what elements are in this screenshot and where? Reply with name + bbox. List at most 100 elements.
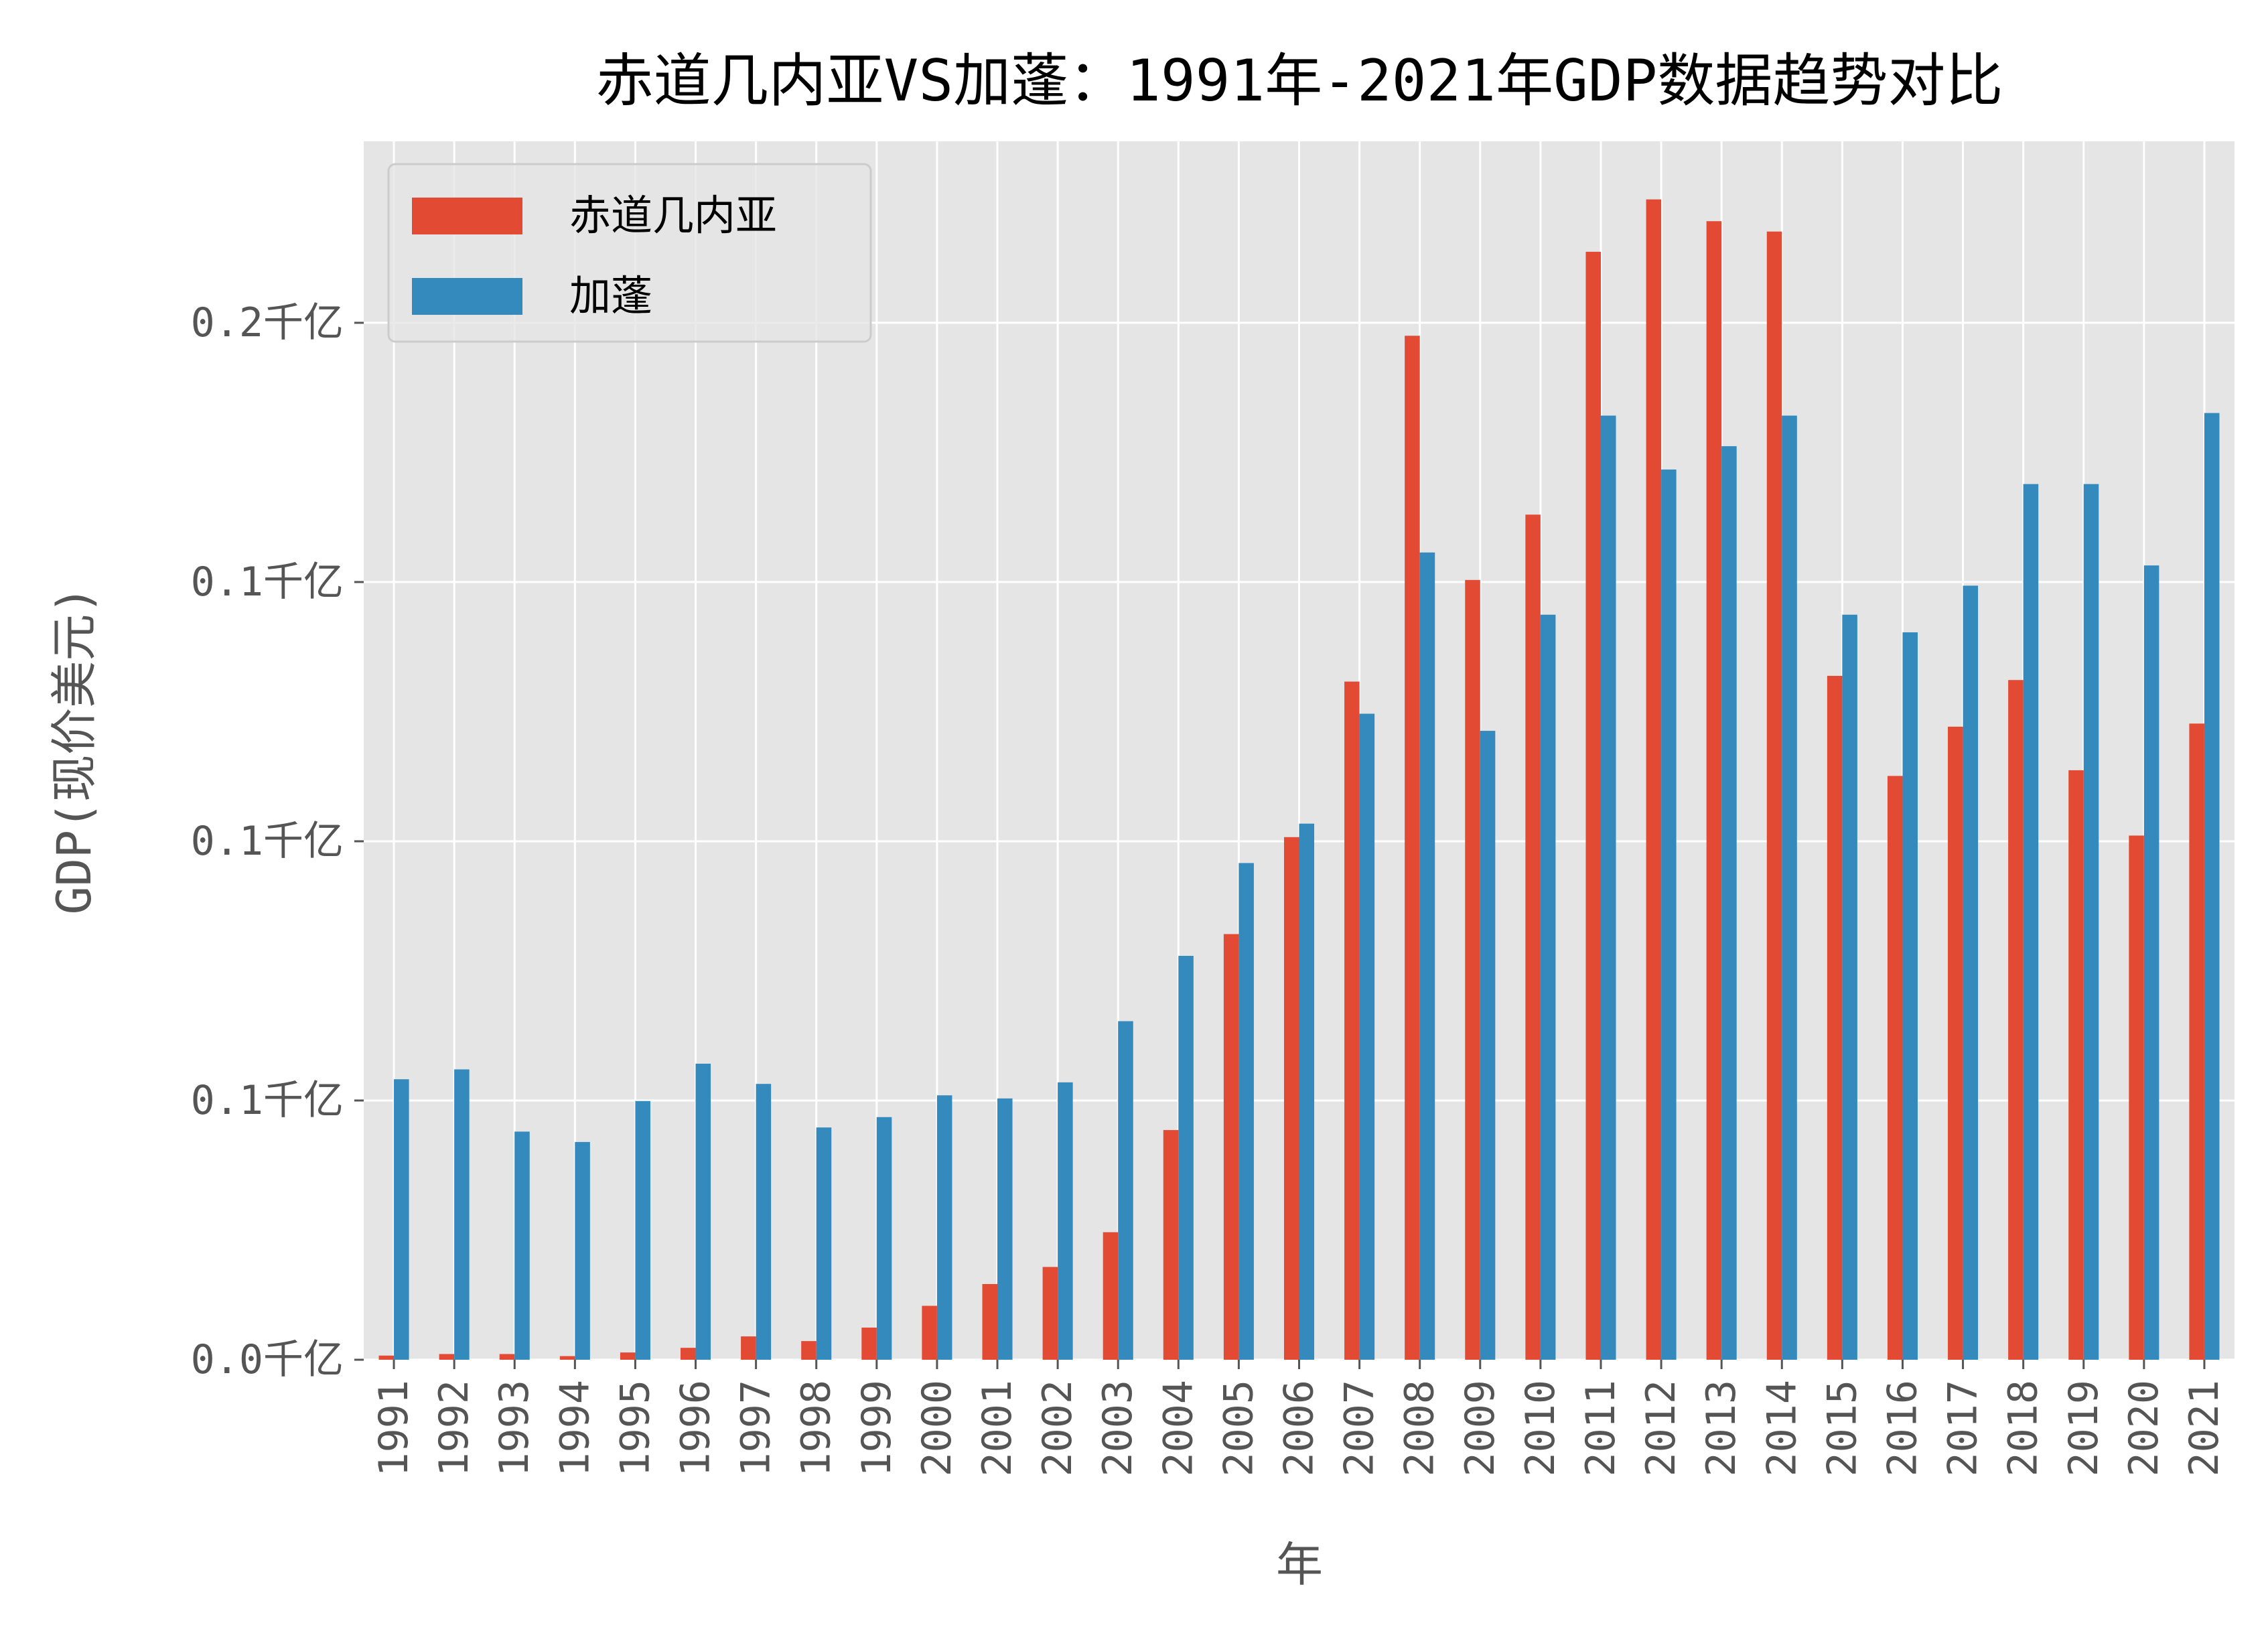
bar-gabon-2019 xyxy=(2083,484,2099,1360)
x-tick-label: 2009 xyxy=(1457,1380,1504,1477)
bar-gabon-1998 xyxy=(816,1127,832,1360)
bar-equatorial-guinea-2020 xyxy=(2129,835,2144,1360)
bar-equatorial-guinea-2011 xyxy=(1585,251,1601,1360)
x-tick-label: 2012 xyxy=(1638,1380,1685,1477)
bar-gabon-2018 xyxy=(2023,484,2039,1360)
bar-gabon-2012 xyxy=(1661,469,1677,1360)
bar-gabon-2013 xyxy=(1721,446,1737,1360)
bar-equatorial-guinea-2002 xyxy=(1042,1267,1058,1360)
x-tick-label: 2008 xyxy=(1397,1380,1443,1477)
bar-gabon-2014 xyxy=(1782,415,1797,1360)
x-tick-label: 2004 xyxy=(1155,1380,1202,1477)
x-axis-label: 年 xyxy=(1276,1537,1323,1592)
bar-gabon-2004 xyxy=(1178,956,1194,1360)
bar-gabon-2017 xyxy=(1963,585,1979,1360)
bar-gabon-2021 xyxy=(2204,413,2220,1360)
bar-equatorial-guinea-2001 xyxy=(982,1283,998,1360)
bar-equatorial-guinea-2008 xyxy=(1405,336,1420,1360)
bar-equatorial-guinea-2010 xyxy=(1525,514,1541,1360)
bar-gabon-2003 xyxy=(1118,1021,1133,1360)
x-tick-label: 1995 xyxy=(612,1380,658,1477)
legend-swatch xyxy=(412,278,522,315)
x-tick-label: 1994 xyxy=(551,1380,598,1477)
x-tick-label: 2000 xyxy=(914,1380,961,1477)
bar-gabon-2016 xyxy=(1902,632,1918,1360)
bar-equatorial-guinea-2021 xyxy=(2189,723,2204,1360)
legend-label: 赤道几内亚 xyxy=(569,191,777,240)
x-tick-label: 1991 xyxy=(370,1380,417,1477)
x-tick-label: 2007 xyxy=(1336,1380,1383,1477)
bar-gabon-1993 xyxy=(514,1131,530,1360)
bar-gabon-2015 xyxy=(1842,614,1857,1360)
bar-equatorial-guinea-1992 xyxy=(439,1354,455,1360)
bar-gabon-2020 xyxy=(2143,565,2159,1360)
x-tick-label: 2013 xyxy=(1698,1380,1745,1477)
bar-equatorial-guinea-1994 xyxy=(559,1356,575,1360)
bar-gabon-2005 xyxy=(1238,863,1254,1360)
bar-gabon-2009 xyxy=(1480,731,1496,1360)
bar-gabon-1996 xyxy=(695,1064,711,1360)
x-tick-label: 1996 xyxy=(672,1380,719,1477)
y-tick-label: 0.2千亿 xyxy=(191,299,344,346)
x-tick-label: 2019 xyxy=(2060,1380,2107,1477)
bar-equatorial-guinea-2006 xyxy=(1283,837,1299,1360)
y-axis-label: GDP(现价美元) xyxy=(47,586,102,915)
bar-equatorial-guinea-1995 xyxy=(620,1352,636,1360)
bar-equatorial-guinea-2015 xyxy=(1827,676,1843,1360)
bar-equatorial-guinea-2005 xyxy=(1223,934,1239,1360)
x-tick-label: 2006 xyxy=(1276,1380,1323,1477)
x-tick-label: 1992 xyxy=(431,1380,478,1477)
bars xyxy=(378,199,2220,1360)
bar-gabon-1995 xyxy=(635,1101,650,1360)
bar-equatorial-guinea-2003 xyxy=(1103,1232,1119,1360)
y-tick-label: 0.1千亿 xyxy=(191,818,344,865)
legend-swatch xyxy=(412,198,522,234)
y-tick-label: 0.1千亿 xyxy=(191,559,344,606)
legend-label: 加蓬 xyxy=(569,271,652,320)
bar-equatorial-guinea-2019 xyxy=(2068,770,2084,1360)
y-axis-ticks: 0.0千亿 0.1千亿 0.1千亿 0.1千亿 0.2千亿 xyxy=(191,299,364,1383)
x-tick-label: 2001 xyxy=(974,1380,1021,1477)
x-tick-label: 2021 xyxy=(2181,1380,2228,1477)
x-tick-label: 2005 xyxy=(1215,1380,1262,1477)
bar-gabon-1992 xyxy=(454,1069,470,1360)
bar-equatorial-guinea-1993 xyxy=(499,1354,515,1360)
bar-equatorial-guinea-2007 xyxy=(1344,681,1360,1360)
bar-gabon-2001 xyxy=(997,1098,1013,1360)
bar-equatorial-guinea-1991 xyxy=(378,1355,395,1360)
bar-equatorial-guinea-2013 xyxy=(1706,221,1722,1360)
bar-gabon-1997 xyxy=(756,1084,772,1360)
x-tick-label: 2011 xyxy=(1577,1380,1624,1477)
bar-equatorial-guinea-2014 xyxy=(1766,231,1782,1360)
x-tick-label: 1997 xyxy=(733,1380,780,1477)
bar-equatorial-guinea-2016 xyxy=(1887,776,1903,1360)
bar-equatorial-guinea-2009 xyxy=(1465,579,1480,1360)
x-tick-label: 2020 xyxy=(2121,1380,2168,1477)
x-tick-label: 1998 xyxy=(793,1380,840,1477)
bar-gabon-2008 xyxy=(1419,552,1435,1360)
bar-gabon-2011 xyxy=(1600,415,1616,1360)
bar-equatorial-guinea-2018 xyxy=(2008,680,2024,1360)
bar-equatorial-guinea-1998 xyxy=(801,1341,817,1360)
bar-equatorial-guinea-2004 xyxy=(1163,1130,1179,1360)
bar-gabon-2007 xyxy=(1359,713,1375,1360)
bar-gabon-1994 xyxy=(575,1141,590,1360)
x-tick-label: 2010 xyxy=(1517,1380,1564,1477)
bar-gabon-2002 xyxy=(1058,1082,1073,1360)
x-tick-label: 1999 xyxy=(853,1380,900,1477)
x-tick-label: 2014 xyxy=(1758,1380,1805,1477)
x-tick-label: 1993 xyxy=(491,1380,538,1477)
x-tick-label: 2015 xyxy=(1819,1380,1865,1477)
x-tick-label: 2017 xyxy=(1940,1380,1987,1477)
y-tick-label: 0.1千亿 xyxy=(191,1077,344,1124)
chart-title: 赤道几内亚VS加蓬：1991年-2021年GDP数据趋势对比 xyxy=(596,48,2003,115)
bar-equatorial-guinea-2017 xyxy=(1948,726,1963,1360)
bar-gabon-2000 xyxy=(936,1095,952,1360)
bar-gabon-2006 xyxy=(1299,823,1315,1360)
x-axis-ticks: 1991 1992 1993 1994 1995 1996 1997 1998 1999 2000… xyxy=(370,1360,2228,1477)
x-tick-label: 2018 xyxy=(2000,1380,2047,1477)
bar-equatorial-guinea-1997 xyxy=(741,1336,756,1360)
x-tick-label: 2002 xyxy=(1034,1380,1081,1477)
